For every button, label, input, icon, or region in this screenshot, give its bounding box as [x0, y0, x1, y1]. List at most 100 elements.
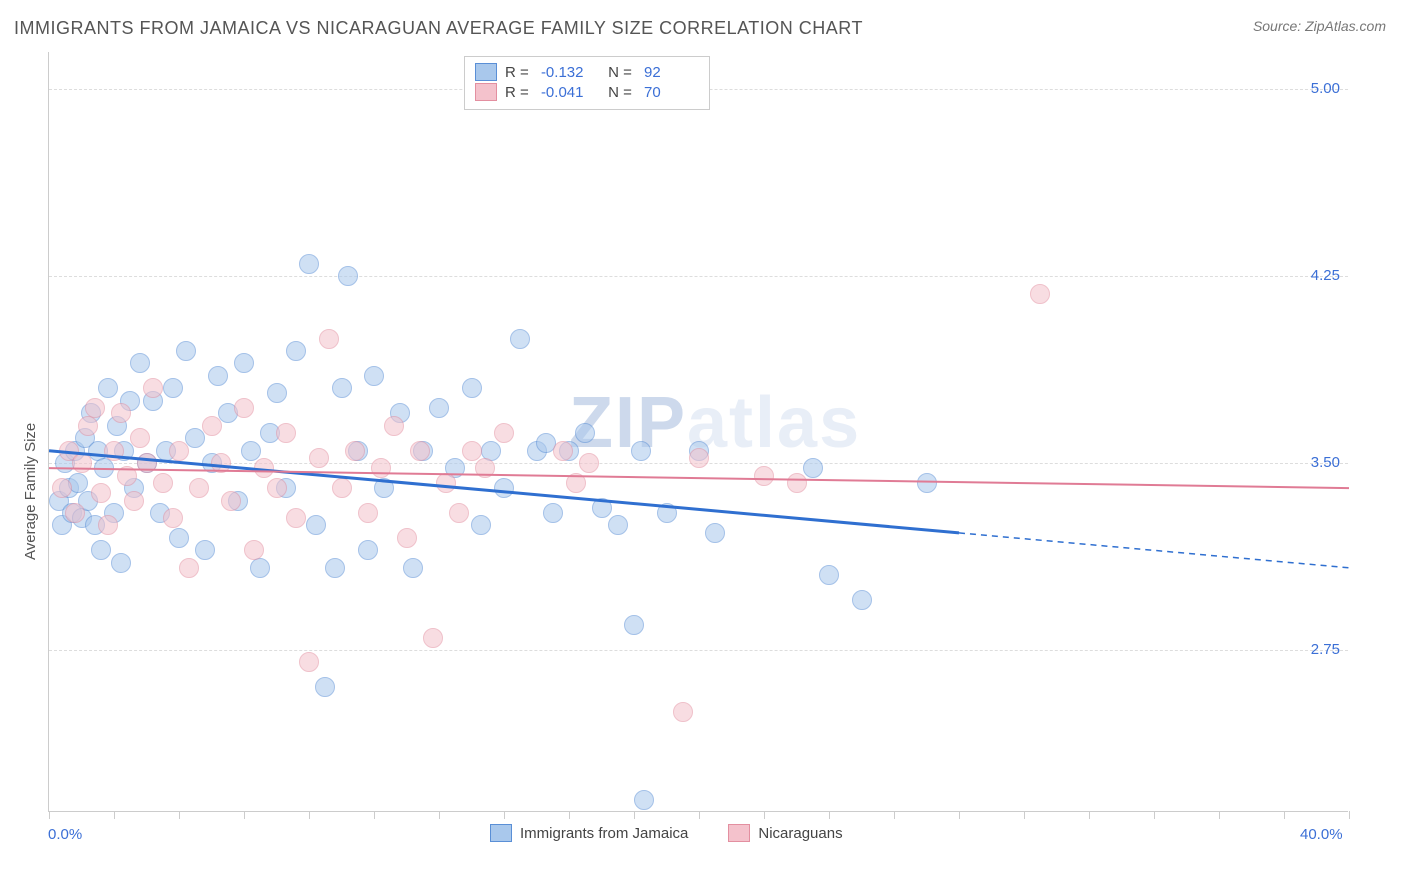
data-point-jamaica	[250, 558, 270, 578]
corr-r-value: -0.132	[541, 64, 596, 81]
data-point-jamaica	[575, 423, 595, 443]
data-point-jamaica	[624, 615, 644, 635]
x-tick	[1154, 811, 1155, 819]
data-point-jamaica	[494, 478, 514, 498]
data-point-jamaica	[176, 341, 196, 361]
data-point-nicaragua	[345, 441, 365, 461]
data-point-jamaica	[374, 478, 394, 498]
y-axis-label: Average Family Size	[22, 423, 39, 560]
x-tick	[1219, 811, 1220, 819]
data-point-nicaragua	[673, 702, 693, 722]
x-tick	[1349, 811, 1350, 819]
data-point-nicaragua	[244, 540, 264, 560]
data-point-nicaragua	[52, 478, 72, 498]
data-point-nicaragua	[202, 416, 222, 436]
y-tick-label: 3.50	[1290, 454, 1340, 471]
data-point-nicaragua	[85, 398, 105, 418]
data-point-nicaragua	[98, 515, 118, 535]
data-point-nicaragua	[449, 503, 469, 523]
data-point-jamaica	[657, 503, 677, 523]
gridline	[49, 276, 1348, 277]
data-point-nicaragua	[137, 453, 157, 473]
data-point-jamaica	[130, 353, 150, 373]
x-tick	[959, 811, 960, 819]
data-point-nicaragua	[553, 441, 573, 461]
data-point-nicaragua	[462, 441, 482, 461]
x-tick	[894, 811, 895, 819]
data-point-nicaragua	[358, 503, 378, 523]
x-tick	[504, 811, 505, 819]
data-point-nicaragua	[189, 478, 209, 498]
data-point-jamaica	[332, 378, 352, 398]
data-point-nicaragua	[299, 652, 319, 672]
data-point-nicaragua	[169, 441, 189, 461]
trend-lines	[49, 52, 1349, 812]
data-point-nicaragua	[104, 441, 124, 461]
data-point-jamaica	[358, 540, 378, 560]
watermark: ZIPatlas	[569, 382, 861, 464]
x-tick	[764, 811, 765, 819]
data-point-jamaica	[195, 540, 215, 560]
data-point-nicaragua	[754, 466, 774, 486]
y-tick-label: 4.25	[1290, 267, 1340, 284]
data-point-jamaica	[325, 558, 345, 578]
data-point-nicaragua	[65, 503, 85, 523]
source-label: Source: ZipAtlas.com	[1253, 18, 1386, 34]
data-point-jamaica	[429, 398, 449, 418]
data-point-jamaica	[705, 523, 725, 543]
data-point-jamaica	[299, 254, 319, 274]
data-point-nicaragua	[78, 416, 98, 436]
x-tick	[244, 811, 245, 819]
data-point-nicaragua	[221, 491, 241, 511]
x-tick	[1089, 811, 1090, 819]
swatch-nicaragua-icon	[728, 824, 750, 842]
data-point-nicaragua	[436, 473, 456, 493]
data-point-nicaragua	[384, 416, 404, 436]
legend-item-nicaragua: Nicaraguans	[728, 824, 842, 842]
data-point-nicaragua	[319, 329, 339, 349]
data-point-nicaragua	[1030, 284, 1050, 304]
corr-r-label: R =	[505, 84, 533, 101]
data-point-nicaragua	[163, 508, 183, 528]
data-point-nicaragua	[566, 473, 586, 493]
data-point-jamaica	[471, 515, 491, 535]
data-point-jamaica	[91, 540, 111, 560]
corr-n-value: 92	[644, 64, 699, 81]
data-point-jamaica	[608, 515, 628, 535]
corr-n-value: 70	[644, 84, 699, 101]
correlation-row-jamaica: R = -0.132 N = 92	[475, 63, 699, 81]
data-point-jamaica	[852, 590, 872, 610]
legend-label: Immigrants from Jamaica	[520, 825, 688, 842]
data-point-nicaragua	[276, 423, 296, 443]
x-tick	[829, 811, 830, 819]
swatch-jamaica-icon	[490, 824, 512, 842]
data-point-jamaica	[462, 378, 482, 398]
data-point-nicaragua	[234, 398, 254, 418]
data-point-jamaica	[803, 458, 823, 478]
data-point-jamaica	[592, 498, 612, 518]
x-tick	[309, 811, 310, 819]
data-point-jamaica	[634, 790, 654, 810]
legend: Immigrants from Jamaica Nicaraguans	[490, 824, 843, 842]
data-point-jamaica	[543, 503, 563, 523]
y-tick-label: 5.00	[1290, 80, 1340, 97]
data-point-jamaica	[169, 528, 189, 548]
data-point-jamaica	[163, 378, 183, 398]
data-point-jamaica	[94, 458, 114, 478]
data-point-jamaica	[208, 366, 228, 386]
x-tick	[114, 811, 115, 819]
data-point-nicaragua	[494, 423, 514, 443]
y-tick-label: 2.75	[1290, 641, 1340, 658]
data-point-nicaragua	[117, 466, 137, 486]
data-point-nicaragua	[72, 453, 92, 473]
corr-n-label: N =	[604, 84, 636, 101]
x-tick	[634, 811, 635, 819]
swatch-jamaica-icon	[475, 63, 497, 81]
x-tick	[374, 811, 375, 819]
data-point-jamaica	[338, 266, 358, 286]
data-point-jamaica	[819, 565, 839, 585]
gridline	[49, 650, 1348, 651]
chart-title: IMMIGRANTS FROM JAMAICA VS NICARAGUAN AV…	[14, 18, 863, 39]
data-point-nicaragua	[254, 458, 274, 478]
swatch-nicaragua-icon	[475, 83, 497, 101]
